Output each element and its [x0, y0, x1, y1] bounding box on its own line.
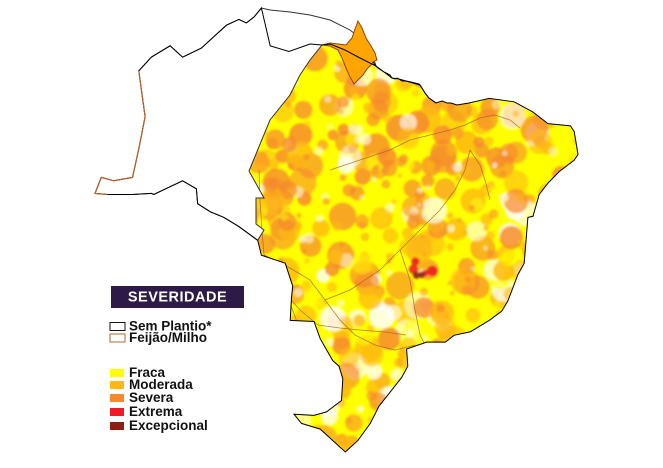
svg-text:SEVERIDADE: SEVERIDADE — [128, 290, 227, 306]
svg-text:Severa: Severa — [129, 390, 174, 405]
svg-text:Excepcional: Excepcional — [129, 418, 208, 433]
svg-text:Feijão/Milho: Feijão/Milho — [129, 330, 207, 345]
svg-text:Extrema: Extrema — [129, 404, 183, 419]
